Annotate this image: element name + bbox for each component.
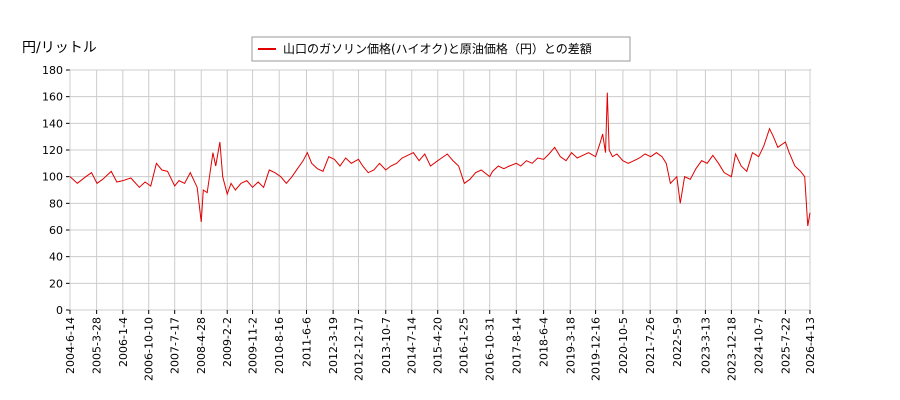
legend-box [251, 36, 631, 62]
data-line [69, 92, 811, 227]
x-tick-label: 2022-5-9 [671, 317, 684, 367]
x-tick-label: 2021-7-26 [644, 317, 657, 374]
x-tick-label: 2012-12-17 [352, 317, 365, 381]
legend: 山口のガソリン価格(ハイオク)と原油価格（円）との差額 [251, 36, 631, 62]
x-tick-label: 2023-12-18 [725, 317, 738, 381]
x-tick-label: 2009-2-2 [221, 317, 234, 367]
y-tick-label: 60 [49, 224, 63, 237]
x-tick-label: 2024-10-7 [753, 317, 766, 374]
x-tick-label: 2008-4-28 [195, 317, 208, 374]
x-tick-label: 2005-3-28 [91, 317, 104, 374]
x-tick-label: 2013-10-7 [380, 317, 393, 374]
x-tick-label: 2016-1-25 [458, 317, 471, 374]
x-tick-label: 2009-11-2 [247, 317, 260, 374]
x-tick-label: 2015-4-20 [432, 317, 445, 374]
y-tick-label: 140 [42, 117, 63, 130]
x-tick-label: 2016-10-31 [484, 317, 497, 381]
y-tick-label: 160 [42, 91, 63, 104]
x-tick-label: 2007-7-17 [169, 317, 182, 374]
legend-label: 山口のガソリン価格(ハイオク)と原油価格（円）との差額 [283, 41, 592, 56]
x-tick-label: 2010-8-16 [273, 317, 286, 374]
x-tick-label: 2020-10-5 [617, 317, 630, 374]
x-tick-label: 2023-3-13 [699, 317, 712, 374]
x-tick-label: 2011-6-6 [300, 317, 313, 367]
y-tick-label: 120 [42, 144, 63, 157]
x-tick-label: 2004-6-14 [64, 317, 77, 374]
plot-frame [69, 69, 811, 311]
y-tick-label: 100 [42, 171, 63, 184]
x-tick-label: 2012-3-19 [327, 317, 340, 374]
x-tick-label: 2019-12-16 [590, 317, 603, 381]
x-tick-label: 2018-6-4 [538, 317, 551, 367]
y-tick-label: 20 [49, 277, 63, 290]
x-tick-label: 2006-10-10 [143, 317, 156, 381]
x-tick-label: 2025-7-22 [779, 317, 792, 374]
x-tick-label: 2019-3-18 [564, 317, 577, 374]
x-tick-label: 2026-4-13 [804, 317, 817, 374]
y-tick-label: 40 [49, 251, 63, 264]
y-tick-label: 0 [56, 304, 63, 317]
x-tick-label: 2017-8-14 [510, 317, 523, 374]
x-tick-label: 2014-7-14 [406, 317, 419, 374]
y-axis-label: 円/リットル [22, 40, 97, 56]
y-tick-label: 80 [49, 197, 63, 210]
y-tick-label: 180 [42, 64, 63, 77]
x-tick-label: 2006-1-4 [117, 317, 130, 367]
